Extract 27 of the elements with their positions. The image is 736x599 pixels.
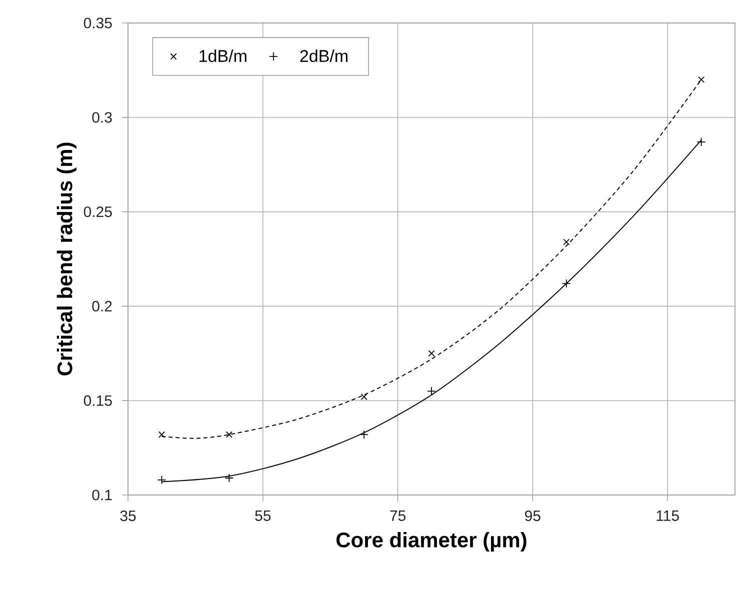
line-series (161, 79, 702, 439)
x-tick-label: 75 (390, 510, 406, 521)
y-tick-label: 0.15 (84, 395, 112, 406)
point (158, 431, 165, 438)
point (696, 137, 706, 146)
y-tick-label: 0.35 (84, 18, 112, 28)
legend-label: 2dB/m (300, 50, 348, 62)
x-axis-title: Core diameter (µm) (336, 532, 526, 552)
y-axis-title: Critical bend radius (m) (56, 142, 76, 376)
x-tick-label: 35 (120, 510, 136, 522)
point (224, 474, 234, 482)
y-tick-label: 0.1 (92, 490, 112, 500)
point (428, 350, 435, 357)
point (427, 386, 436, 396)
point (563, 238, 570, 246)
x-tick-label: 95 (525, 510, 540, 522)
y-tick-label: 0.25 (84, 206, 112, 218)
point (360, 430, 369, 440)
point (562, 279, 571, 288)
legend-label: 1dB/m (200, 50, 246, 62)
point (226, 431, 232, 438)
y-tick-label: 0.3 (92, 112, 112, 123)
y-tick-label: 0.2 (92, 300, 112, 312)
x-tick-label: 55 (255, 510, 271, 521)
point (360, 394, 368, 400)
point (698, 76, 705, 83)
x-tick-label: 115 (656, 510, 679, 521)
